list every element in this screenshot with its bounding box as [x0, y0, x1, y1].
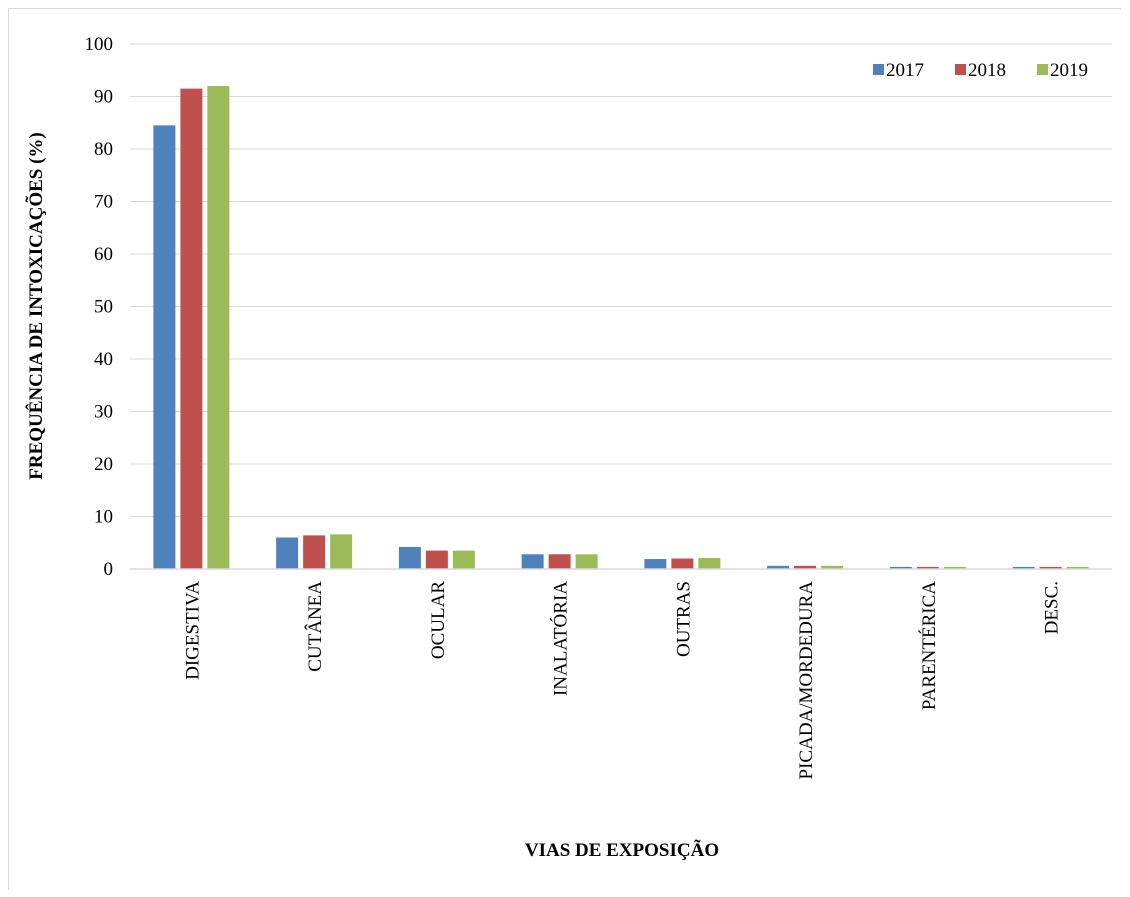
- bar-2019-1: [330, 534, 353, 569]
- bar-2018-4: [671, 558, 694, 569]
- legend-swatch-2019: [1037, 64, 1048, 75]
- x-tick-label: DESC.: [1042, 581, 1063, 634]
- x-tick-label: PARENTÉRICA: [918, 581, 940, 710]
- bar-2019-2: [452, 550, 475, 569]
- bar-2017-7: [1012, 566, 1035, 569]
- x-tick-label: OCULAR: [428, 581, 449, 659]
- legend: 2017 2018 2019: [873, 60, 1088, 81]
- x-tick-label: OUTRAS: [673, 581, 694, 657]
- bar-2018-2: [425, 550, 448, 569]
- x-tick-label: DIGESTIVA: [182, 581, 203, 680]
- bar-2019-3: [575, 554, 598, 569]
- bar-2018-3: [548, 554, 571, 569]
- legend-label-2017: 2017: [886, 60, 924, 81]
- y-tick-label: 50: [94, 297, 113, 318]
- y-tick-label: 30: [94, 402, 113, 423]
- bar-2018-0: [180, 88, 203, 569]
- y-tick-label: 100: [85, 34, 114, 55]
- bar-2019-7: [1066, 566, 1089, 569]
- y-tick-label: 0: [104, 559, 114, 580]
- bar-2017-5: [767, 565, 790, 569]
- bar-2019-0: [207, 86, 230, 569]
- legend-swatch-2017: [873, 64, 884, 75]
- bar-2017-1: [276, 537, 299, 569]
- y-tick-label: 90: [94, 87, 113, 108]
- x-tick-label: PICADA/MORDEDURA: [796, 581, 817, 780]
- x-tick-label: CUTÂNEA: [304, 581, 326, 672]
- bar-2017-6: [889, 566, 912, 569]
- legend-label-2019: 2019: [1050, 60, 1088, 81]
- bar-2018-1: [303, 535, 326, 569]
- bar-2019-5: [821, 565, 844, 569]
- x-tick-label: INALATÓRIA: [550, 581, 572, 696]
- gridlines: [130, 43, 1112, 517]
- bar-2018-5: [794, 565, 817, 569]
- bar-2017-2: [398, 546, 421, 569]
- y-axis-title: FREQUÊNCIA DE INTOXICAÇÕES (%): [25, 132, 47, 480]
- y-tick-label: 70: [94, 192, 113, 213]
- bar-2017-3: [521, 554, 544, 569]
- bar-2018-7: [1039, 566, 1062, 569]
- y-axis-ticks: 0 10 20 30 40 50 60 70 80 90 100: [85, 34, 114, 580]
- legend-swatch-2018: [955, 64, 966, 75]
- y-tick-label: 40: [94, 349, 113, 370]
- chart-frame: [8, 8, 1121, 890]
- bar-2018-6: [916, 566, 939, 569]
- x-axis-tick-labels: DIGESTIVA CUTÂNEA OCULAR INALATÓRIA OUTRAS PI…: [182, 581, 1062, 780]
- y-tick-label: 10: [94, 507, 113, 528]
- bar-2019-4: [698, 557, 721, 569]
- x-axis-title: VIAS DE EXPOSIÇÃO: [525, 839, 719, 861]
- bars: [153, 86, 1089, 569]
- y-tick-label: 20: [94, 454, 113, 475]
- bar-2019-6: [943, 566, 966, 569]
- bar-2017-4: [644, 559, 667, 569]
- legend-label-2018: 2018: [968, 60, 1006, 81]
- bar-2017-0: [153, 125, 176, 569]
- y-tick-label: 60: [94, 244, 113, 265]
- y-tick-label: 80: [94, 139, 113, 160]
